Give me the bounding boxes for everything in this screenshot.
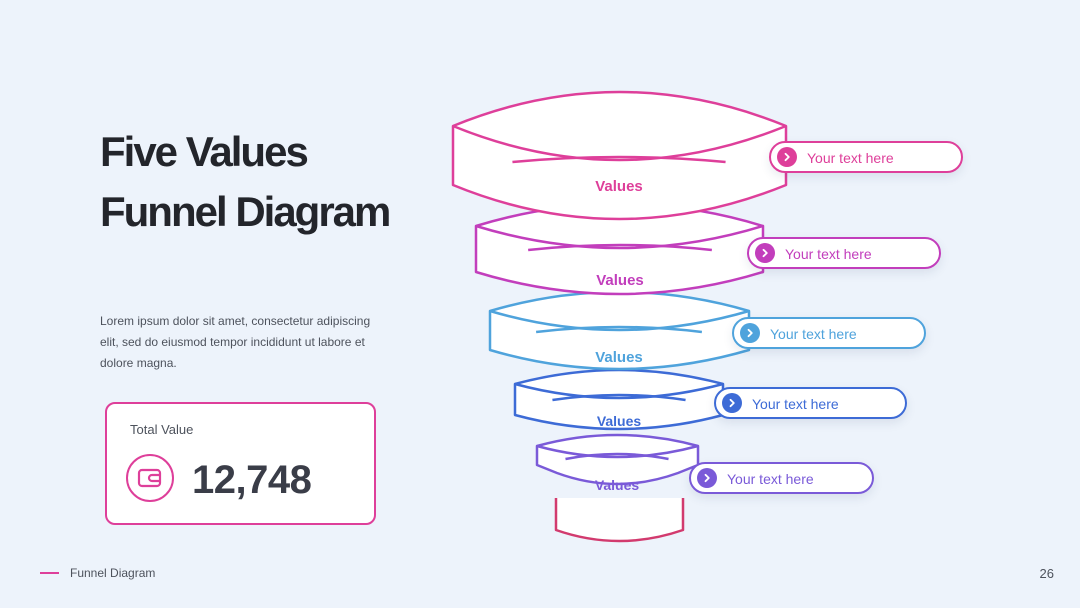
funnel-level-label: Values <box>596 272 644 289</box>
funnel-level-5: Values <box>535 433 700 493</box>
funnel-spout <box>554 498 685 543</box>
chevron-right-icon <box>755 243 775 263</box>
chevron-right-icon <box>722 393 742 413</box>
callout-level-1: Your text here <box>769 141 963 173</box>
callout-text: Your text here <box>785 246 872 262</box>
callout-text: Your text here <box>727 471 814 487</box>
funnel-level-label: Values <box>595 349 643 366</box>
funnel-level-label: Values <box>595 477 640 493</box>
callout-level-3: Your text here <box>732 317 926 349</box>
callout-text: Your text here <box>770 326 857 342</box>
page-number: 26 <box>1039 566 1054 581</box>
total-value-label: Total Value <box>130 422 194 437</box>
total-value-card: Total Value 12,748 <box>105 402 376 525</box>
callout-level-2: Your text here <box>747 237 941 269</box>
callout-text: Your text here <box>752 396 839 412</box>
callout-level-4: Your text here <box>714 387 907 419</box>
chevron-right-icon <box>777 147 797 167</box>
wallet-icon <box>126 454 174 502</box>
slide-description: Lorem ipsum dolor sit amet, consectetur … <box>100 314 371 370</box>
total-value-number: 12,748 <box>192 458 312 502</box>
funnel-level-1: Values <box>451 90 788 221</box>
callout-level-5: Your text here <box>689 462 874 494</box>
funnel-level-2: Values <box>474 202 765 296</box>
funnel-level-label: Values <box>595 178 643 195</box>
funnel-level-4: Values <box>513 368 725 431</box>
slide-title: Five Values Funnel Diagram <box>100 128 391 235</box>
footer-label: Funnel Diagram <box>70 566 156 580</box>
chevron-right-icon <box>697 468 717 488</box>
funnel-level-3: Values <box>488 290 751 371</box>
funnel-level-label: Values <box>597 413 642 429</box>
callout-text: Your text here <box>807 150 894 166</box>
chevron-right-icon <box>740 323 760 343</box>
footer-accent-line <box>40 572 59 574</box>
